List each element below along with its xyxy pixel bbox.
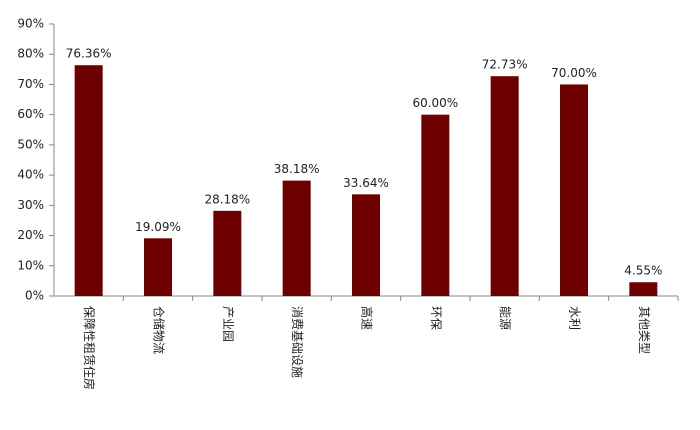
x-tick-label: 能源 xyxy=(498,306,512,330)
y-tick-label: 90% xyxy=(17,17,44,31)
y-tick-label: 30% xyxy=(17,198,44,212)
bar xyxy=(629,282,658,296)
y-tick-label: 10% xyxy=(17,258,44,272)
bar xyxy=(560,84,588,296)
x-tick-label: 其他类型 xyxy=(637,306,651,354)
y-tick-label: 80% xyxy=(17,47,44,61)
x-tick-label: 产业园 xyxy=(221,306,235,342)
value-label: 70.00% xyxy=(551,66,597,80)
bar xyxy=(213,210,242,296)
bar xyxy=(352,194,380,296)
bar xyxy=(74,65,103,296)
value-label: 4.55% xyxy=(624,264,662,278)
y-tick-label: 50% xyxy=(17,137,44,151)
value-label: 72.73% xyxy=(482,58,528,72)
value-label: 19.09% xyxy=(135,220,181,234)
y-tick-label: 0% xyxy=(25,289,44,303)
y-tick-label: 20% xyxy=(17,228,44,242)
y-tick-label: 40% xyxy=(17,168,44,182)
x-tick-label: 消费基础设施 xyxy=(290,306,304,378)
x-tick-label: 高速 xyxy=(360,306,375,330)
x-tick-label: 水利 xyxy=(568,306,582,330)
x-tick-label: 保障性租赁住房 xyxy=(82,306,97,390)
bar xyxy=(490,76,519,296)
value-label: 60.00% xyxy=(412,96,458,110)
y-tick-label: 70% xyxy=(17,77,44,91)
value-label: 33.64% xyxy=(343,176,389,190)
bar xyxy=(282,180,311,296)
y-tick-label: 60% xyxy=(17,107,44,121)
value-label: 38.18% xyxy=(274,162,320,176)
value-label: 76.36% xyxy=(66,47,112,61)
bar xyxy=(144,238,172,296)
x-tick-label: 仓储物流 xyxy=(152,306,167,354)
bar xyxy=(421,114,450,297)
value-label: 28.18% xyxy=(204,192,250,206)
x-tick-label: 环保 xyxy=(429,306,443,330)
